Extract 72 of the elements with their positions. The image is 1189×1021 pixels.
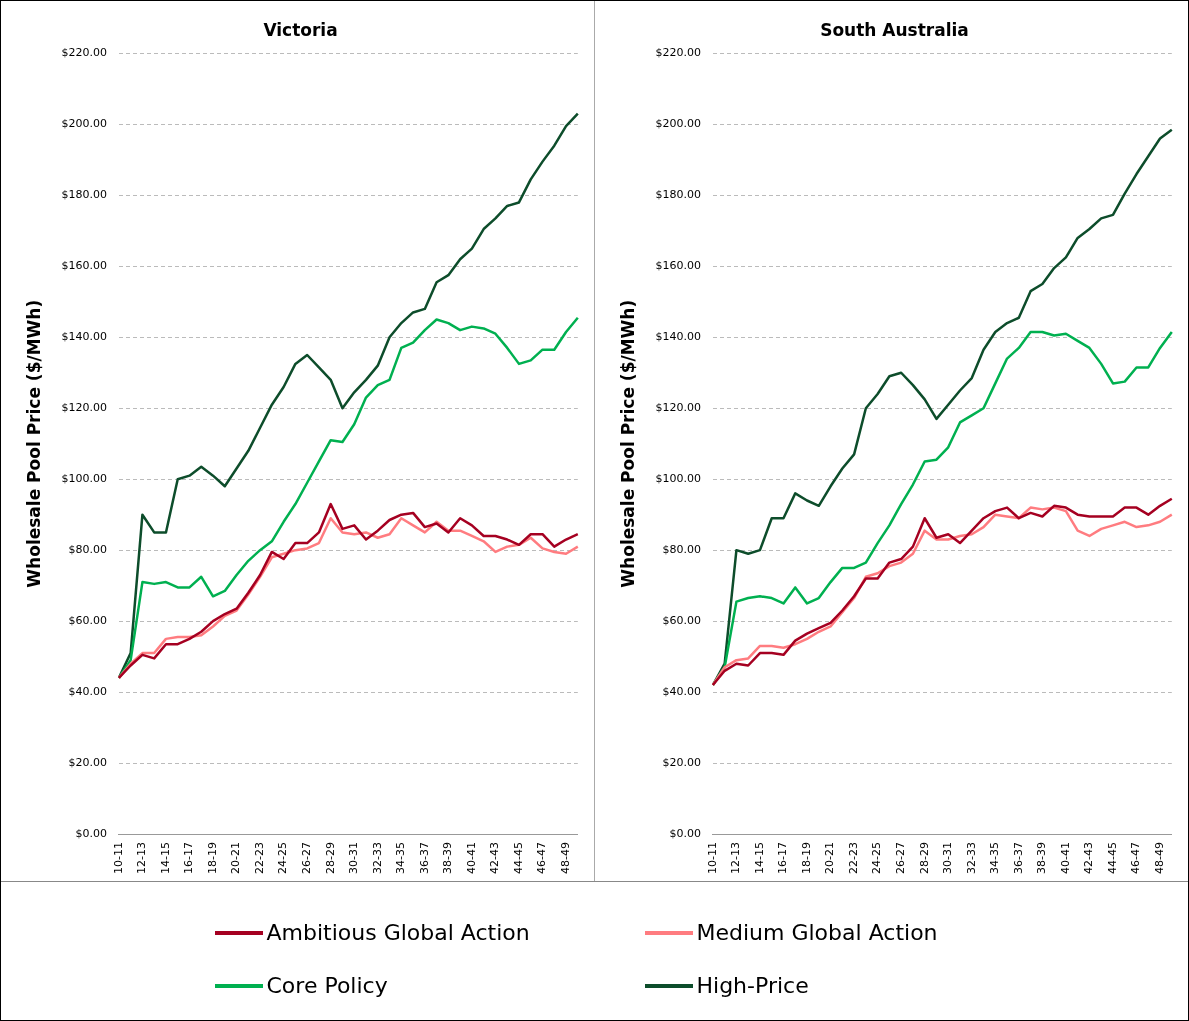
x-tick-label: 22-23 <box>846 842 860 875</box>
y-tick-label: $160.00 <box>655 259 701 273</box>
y-tick-label: $20.00 <box>662 755 701 769</box>
legend-label: High-Price <box>696 973 809 998</box>
x-tick-label: 18-19 <box>205 842 219 875</box>
x-tick-label: 36-37 <box>1011 842 1025 875</box>
y-tick-label: $200.00 <box>655 117 701 131</box>
y-tick-label: $80.00 <box>68 543 107 557</box>
x-tick-label: 26-27 <box>300 842 314 875</box>
x-tick-label: 30-31 <box>941 842 955 875</box>
x-tick-label: 24-25 <box>276 842 290 875</box>
legend-label: Core Policy <box>266 973 388 998</box>
y-tick-label: $0.00 <box>669 826 701 840</box>
x-tick-label: 16-17 <box>776 842 790 875</box>
x-tick-label: 38-39 <box>1035 842 1049 875</box>
x-tick-label: 48-49 <box>1152 842 1166 875</box>
y-tick-label: $40.00 <box>68 684 107 698</box>
y-tick-label: $100.00 <box>655 472 701 486</box>
x-tick-label: 20-21 <box>229 842 243 875</box>
y-tick-label: $60.00 <box>662 614 701 627</box>
chart-title: Victoria <box>263 19 338 40</box>
x-tick-label: 48-49 <box>558 842 572 875</box>
y-tick-label: $120.00 <box>61 401 107 415</box>
x-tick-label: 34-35 <box>394 842 408 875</box>
x-tick-label: 44-45 <box>511 842 525 875</box>
legend-label: Medium Global Action <box>696 920 938 945</box>
x-tick-label: 14-15 <box>158 842 172 875</box>
y-tick-label: $140.00 <box>655 330 701 344</box>
x-tick-label: 42-43 <box>488 842 502 875</box>
y-tick-label: $180.00 <box>61 188 107 202</box>
x-tick-label: 36-37 <box>417 842 431 875</box>
x-tick-label: 46-47 <box>1129 842 1143 875</box>
x-tick-label: 28-29 <box>323 842 337 875</box>
x-tick-label: 32-33 <box>370 842 384 875</box>
y-tick-label: $20.00 <box>68 755 107 769</box>
y-tick-label: $120.00 <box>655 401 701 415</box>
x-tick-label: 12-13 <box>135 842 149 875</box>
x-tick-label: 10-11 <box>111 842 125 875</box>
y-tick-label: $180.00 <box>655 188 701 202</box>
x-tick-label: 40-41 <box>1058 842 1072 875</box>
x-tick-label: 24-25 <box>870 842 884 875</box>
x-tick-label: 26-27 <box>894 842 908 875</box>
x-tick-label: 30-31 <box>347 842 361 875</box>
x-tick-label: 44-45 <box>1105 842 1119 875</box>
y-tick-label: $200.00 <box>61 117 107 131</box>
x-tick-label: 42-43 <box>1082 842 1096 875</box>
x-tick-label: 10-11 <box>705 842 719 875</box>
x-tick-label: 28-29 <box>917 842 931 875</box>
y-tick-label: $220.00 <box>655 46 701 60</box>
y-tick-label: $40.00 <box>662 684 701 698</box>
x-tick-label: 14-15 <box>752 842 766 875</box>
x-tick-label: 34-35 <box>988 842 1002 875</box>
y-tick-label: $100.00 <box>61 472 107 486</box>
x-tick-label: 46-47 <box>535 842 549 875</box>
x-tick-label: 22-23 <box>252 842 266 875</box>
x-tick-label: 20-21 <box>823 842 837 875</box>
y-tick-label: $0.00 <box>75 826 107 840</box>
y-axis-title: Wholesale Pool Price ($/MWh) <box>617 299 638 588</box>
x-tick-label: 40-41 <box>464 842 478 875</box>
legend-label: Ambitious Global Action <box>266 920 530 945</box>
chart-title: South Australia <box>820 19 969 40</box>
y-tick-label: $160.00 <box>61 259 107 273</box>
y-tick-label: $60.00 <box>68 614 107 627</box>
x-tick-label: 32-33 <box>964 842 978 875</box>
y-axis-title: Wholesale Pool Price ($/MWh) <box>23 299 44 588</box>
x-tick-label: 12-13 <box>729 842 743 875</box>
x-tick-label: 38-39 <box>441 842 455 875</box>
y-tick-label: $220.00 <box>61 46 107 60</box>
y-tick-label: $80.00 <box>662 543 701 557</box>
x-tick-label: 18-19 <box>799 842 813 875</box>
x-tick-label: 16-17 <box>182 842 196 875</box>
y-tick-label: $140.00 <box>61 330 107 344</box>
